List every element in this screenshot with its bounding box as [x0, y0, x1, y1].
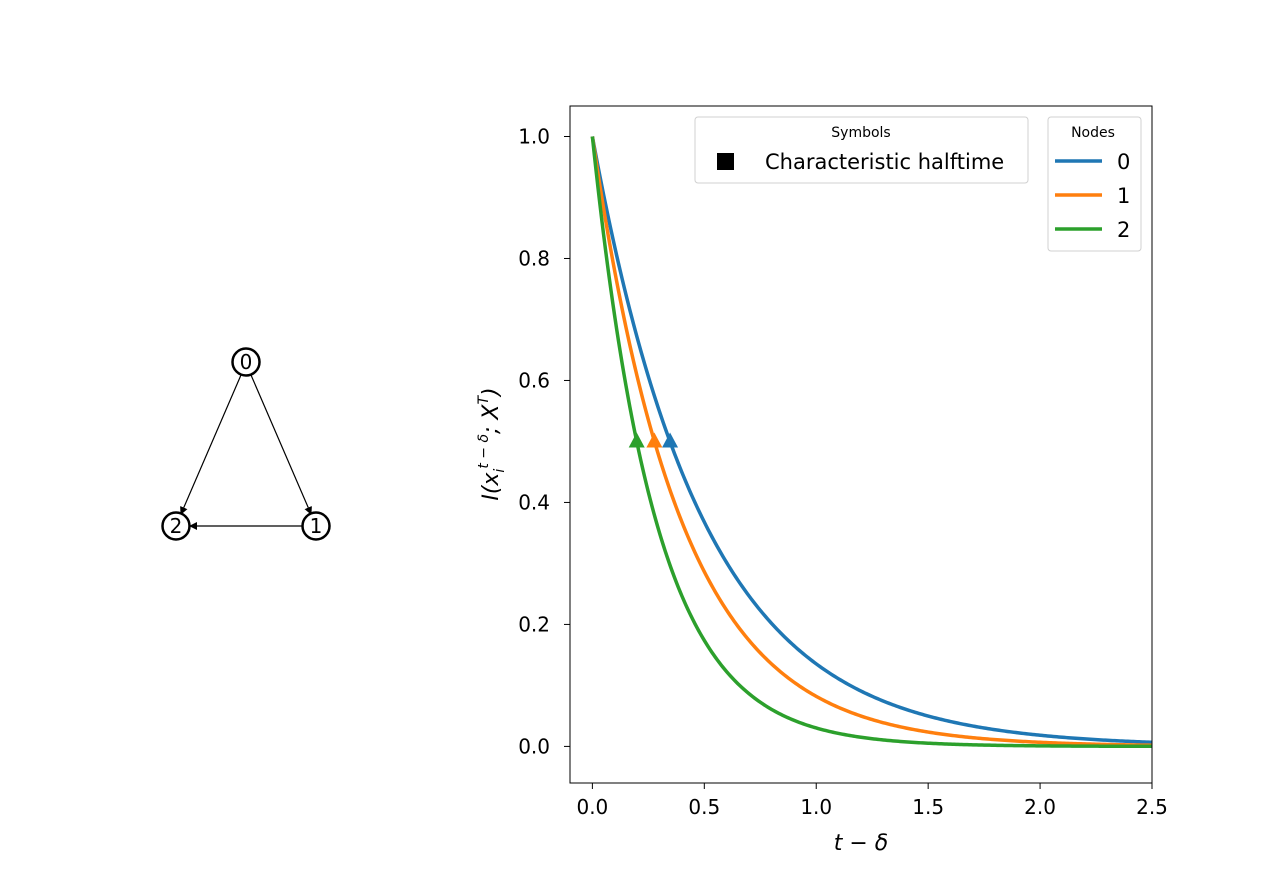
y-tick-label: 0.4 [518, 490, 550, 514]
x-tick-label: 0.5 [688, 795, 720, 819]
y-tick-label: 0.0 [518, 734, 550, 758]
y-tick-label: 0.8 [518, 246, 550, 270]
symbols-legend-entry: Characteristic halftime [765, 150, 1004, 174]
series-line-node-1 [590, 136, 1152, 747]
halftime-marker-node-2 [628, 432, 645, 448]
x-axis-ticks: 0.0 0.5 1.0 1.5 2.0 2.5 [576, 783, 1168, 819]
y-tick-label: 1.0 [518, 124, 550, 148]
symbols-legend-title: Symbols [831, 125, 890, 141]
symbols-legend: Symbols Characteristic halftime [694, 116, 1029, 184]
graph-node-0: 0 [231, 347, 261, 377]
x-axis-label: t − δ [834, 831, 889, 856]
network-graph: 0 1 2 [161, 347, 331, 541]
legend-label-node-2: 2 [1117, 218, 1130, 242]
y-tick-label: 0.2 [518, 612, 550, 636]
x-tick-label: 2.0 [1024, 795, 1056, 819]
graph-node-1-label: 1 [310, 514, 323, 538]
x-tick-label: 2.5 [1136, 795, 1168, 819]
line-chart: 0.0 0.5 1.0 1.5 2.0 2.5 0.0 0.2 0.4 0.6 0.8 1.0 t … [476, 105, 1168, 856]
halftime-markers [628, 432, 679, 448]
y-axis-ticks: 0.0 0.2 0.4 0.6 0.8 1.0 [518, 124, 570, 758]
nodes-legend-title: Nodes [1071, 125, 1115, 141]
halftime-marker-node-0 [662, 432, 679, 448]
series-lines [590, 136, 1152, 749]
legend-label-node-1: 1 [1117, 184, 1130, 208]
legend-label-node-0: 0 [1117, 150, 1130, 174]
halftime-marker-node-1 [646, 432, 663, 448]
y-tick-label: 0.6 [518, 368, 550, 392]
edge-0-to-1 [250, 374, 312, 515]
x-tick-label: 1.5 [912, 795, 944, 819]
y-axis-label: I(xit − δ; XT) [476, 387, 508, 500]
graph-node-2: 2 [161, 511, 191, 541]
series-line-node-2 [590, 136, 1152, 749]
symbols-legend-box [694, 116, 1029, 184]
graph-node-2-label: 2 [170, 514, 183, 538]
graph-node-1: 1 [301, 511, 331, 541]
graph-node-0-label: 0 [240, 350, 253, 374]
halftime-square-icon [717, 153, 734, 170]
x-tick-label: 0.0 [576, 795, 608, 819]
nodes-legend: Nodes 0 1 2 [1047, 116, 1142, 252]
nodes-legend-box [1047, 116, 1142, 252]
x-tick-label: 1.0 [800, 795, 832, 819]
plot-frame [569, 105, 1153, 784]
edge-0-to-2 [180, 374, 242, 515]
series-line-node-0 [590, 136, 1152, 745]
